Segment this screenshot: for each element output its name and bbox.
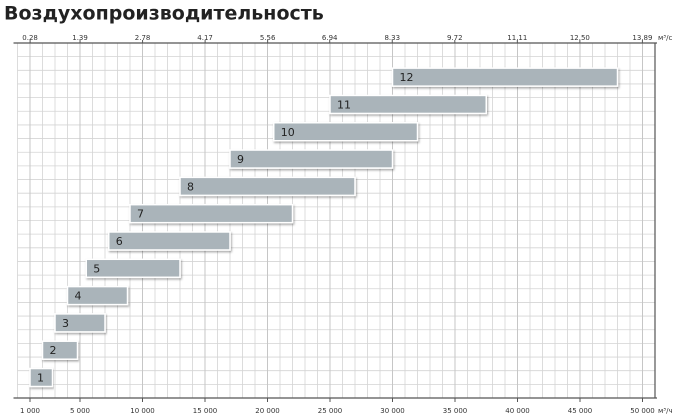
x-tick-label: 30 000 (380, 407, 405, 415)
axes: 1 000 5 000 10 000 15 000 20 000 25 000 30 000… (13, 34, 673, 415)
bar (273, 122, 419, 142)
bar-label: 7 (137, 208, 144, 221)
x2-tick-label: 1.39 (72, 34, 88, 42)
x-tick-label: 15 000 (193, 407, 218, 415)
bar-label: 1 (37, 372, 44, 385)
x-tick-label: 20 000 (255, 407, 280, 415)
x2-tick-label: 0.28 (22, 34, 38, 42)
chart-title: Воздухопроизводительность (4, 3, 324, 25)
bar-label: 8 (187, 180, 194, 193)
x-tick-label: 50 000 (630, 407, 655, 415)
bar (41, 340, 79, 360)
x-tick-label: 40 000 (505, 407, 530, 415)
x2-tick-label: 6.94 (322, 34, 338, 42)
bar-label: 4 (75, 290, 82, 303)
x-unit: м³/ч (658, 407, 673, 415)
x-tick-label: 1 000 (20, 407, 40, 415)
bar-label: 9 (237, 153, 244, 166)
x-tick-label: 5 000 (70, 407, 90, 415)
bar-label: 11 (337, 98, 351, 111)
x2-tick-label: 12.50 (570, 34, 590, 42)
bar-label: 10 (281, 126, 295, 139)
bar-label: 5 (93, 262, 100, 275)
bar (129, 203, 294, 224)
x2-tick-label: 2.78 (135, 34, 151, 42)
bar (66, 285, 129, 306)
bar-label: 3 (62, 317, 69, 330)
bar (229, 149, 394, 169)
x2-tick-label: 8.33 (384, 34, 400, 42)
x-tick-label: 10 000 (130, 407, 155, 415)
x-tick-label: 25 000 (318, 407, 343, 415)
bar (391, 67, 619, 87)
bar (108, 231, 231, 251)
bar-label: 12 (400, 71, 414, 84)
x-tick-label: 45 000 (568, 407, 593, 415)
x-tick-label: 35 000 (443, 407, 468, 415)
bar (329, 94, 487, 115)
x2-tick-label: 4.17 (197, 34, 213, 42)
x2-tick-label: 5.56 (260, 34, 276, 42)
bar-label: 6 (116, 235, 123, 248)
x2-unit: м³/с (658, 34, 672, 42)
x2-tick-label: 13.89 (632, 34, 652, 42)
x2-tick-label: 9.72 (447, 34, 463, 42)
bar-label: 2 (50, 344, 57, 357)
bar (179, 176, 356, 197)
bar (29, 367, 54, 388)
bar (85, 258, 181, 279)
bar (54, 313, 106, 333)
x2-tick-label: 11.11 (507, 34, 527, 42)
